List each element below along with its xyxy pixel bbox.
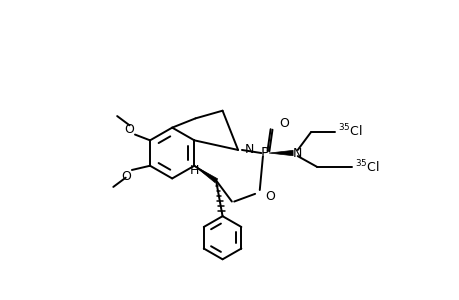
Text: $^{35}$Cl: $^{35}$Cl (337, 122, 362, 139)
Text: P: P (260, 146, 269, 160)
Text: H: H (190, 164, 199, 177)
Text: N: N (244, 143, 253, 157)
Text: N: N (292, 146, 302, 160)
Polygon shape (194, 166, 217, 183)
Text: $^{35}$Cl: $^{35}$Cl (354, 159, 379, 175)
Text: O: O (124, 123, 134, 136)
Polygon shape (269, 150, 292, 156)
Text: O: O (121, 169, 130, 183)
Text: O: O (265, 190, 274, 203)
Text: O: O (279, 117, 288, 130)
